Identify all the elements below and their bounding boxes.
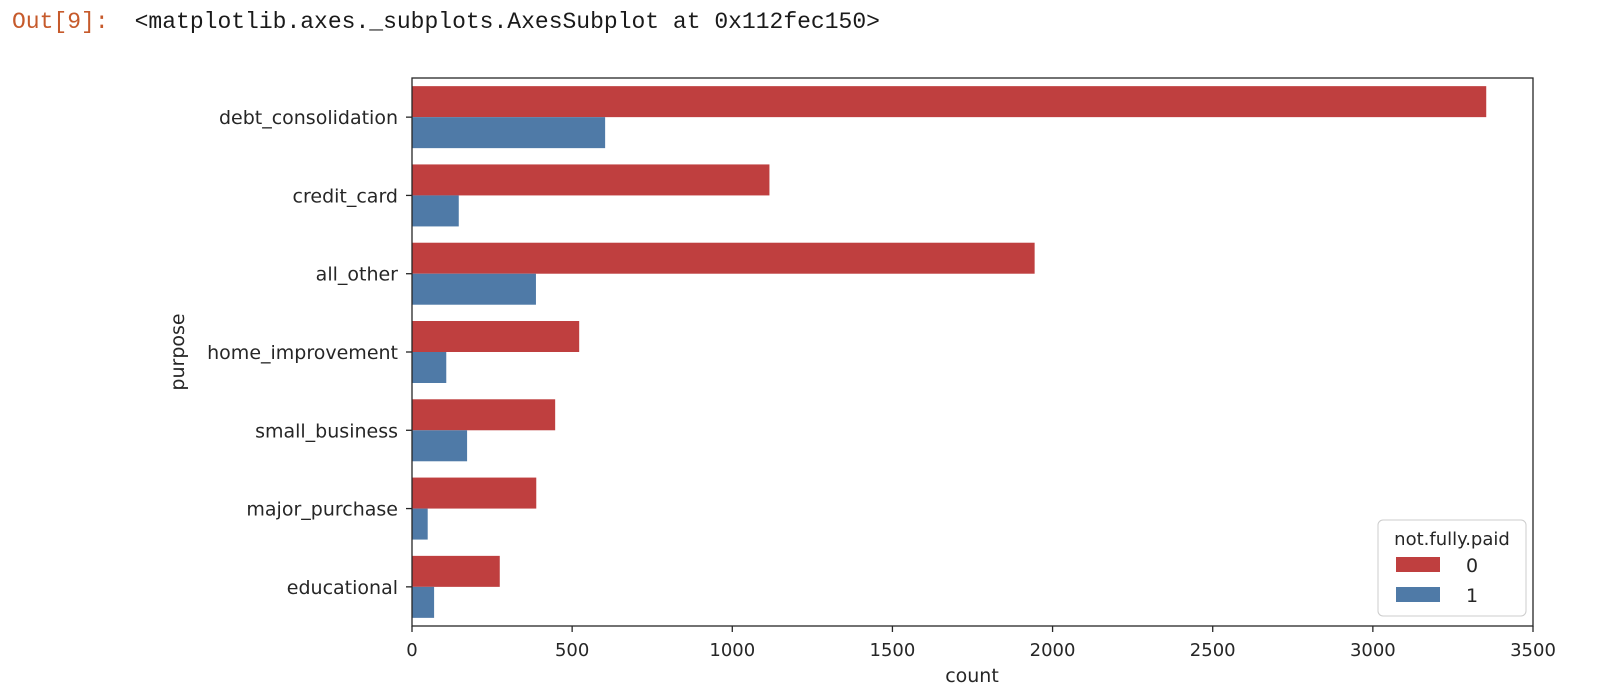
y-tick-label: small_business — [255, 420, 398, 442]
y-tick-label: all_other — [316, 264, 399, 286]
bar-debt_consolidation-series-1 — [412, 117, 606, 149]
legend-label-0: 0 — [1466, 555, 1478, 577]
y-axis-label: purpose — [167, 313, 189, 390]
bar-credit_card-series-0 — [412, 164, 770, 196]
bar-small_business-series-0 — [412, 399, 556, 431]
x-tick-label: 3500 — [1510, 640, 1556, 661]
y-tick-label: home_improvement — [207, 342, 398, 364]
bar-home_improvement-series-1 — [412, 352, 447, 383]
legend-swatch-1 — [1396, 587, 1440, 602]
x-axis: 0 500 1000 1500 2000 2500 3000 3500 — [406, 626, 1556, 661]
y-tick-label: credit_card — [293, 185, 398, 207]
plot-frame — [411, 77, 1534, 627]
legend-swatch-0 — [1396, 557, 1440, 572]
x-tick-label: 0 — [406, 640, 417, 661]
bar-small_business-series-1 — [412, 430, 468, 462]
legend: not.fully.paid 01 — [1377, 519, 1527, 617]
bar-major_purchase-series-0 — [412, 477, 537, 509]
output-prompt: Out[9]: — [12, 9, 109, 35]
legend-label-1: 1 — [1466, 585, 1478, 607]
x-tick-label: 1500 — [870, 640, 916, 661]
bar-credit_card-series-1 — [412, 195, 459, 227]
x-tick-label: 2500 — [1190, 640, 1236, 661]
y-tick-label: debt_consolidation — [219, 107, 398, 129]
bar-all_other-series-0 — [412, 242, 1035, 274]
legend-title: not.fully.paid — [1394, 529, 1510, 550]
x-tick-label: 3000 — [1350, 640, 1396, 661]
bar-educational-series-0 — [412, 555, 500, 587]
x-axis-label: count — [945, 665, 999, 687]
x-tick-label: 1000 — [709, 640, 755, 661]
x-tick-label: 2000 — [1030, 640, 1076, 661]
bar-all_other-series-1 — [412, 273, 536, 305]
bar-major_purchase-series-1 — [412, 508, 428, 540]
bar-educational-series-1 — [412, 586, 435, 618]
bar-debt_consolidation-series-0 — [412, 86, 1487, 118]
y-tick-label: educational — [287, 577, 398, 599]
output-cell: Out[9]: <matplotlib.axes._subplots.AxesS… — [12, 6, 880, 38]
legend-items: 01 — [1396, 555, 1478, 607]
bar-home_improvement-series-0 — [412, 321, 580, 352]
y-tick-label: major_purchase — [246, 499, 398, 521]
bars-layer — [412, 86, 1487, 618]
x-tick-label: 500 — [555, 640, 589, 661]
y-axis: debt_consolidation credit_card all_otherho… — [207, 107, 412, 599]
output-repr: <matplotlib.axes._subplots.AxesSubplot a… — [134, 9, 880, 35]
